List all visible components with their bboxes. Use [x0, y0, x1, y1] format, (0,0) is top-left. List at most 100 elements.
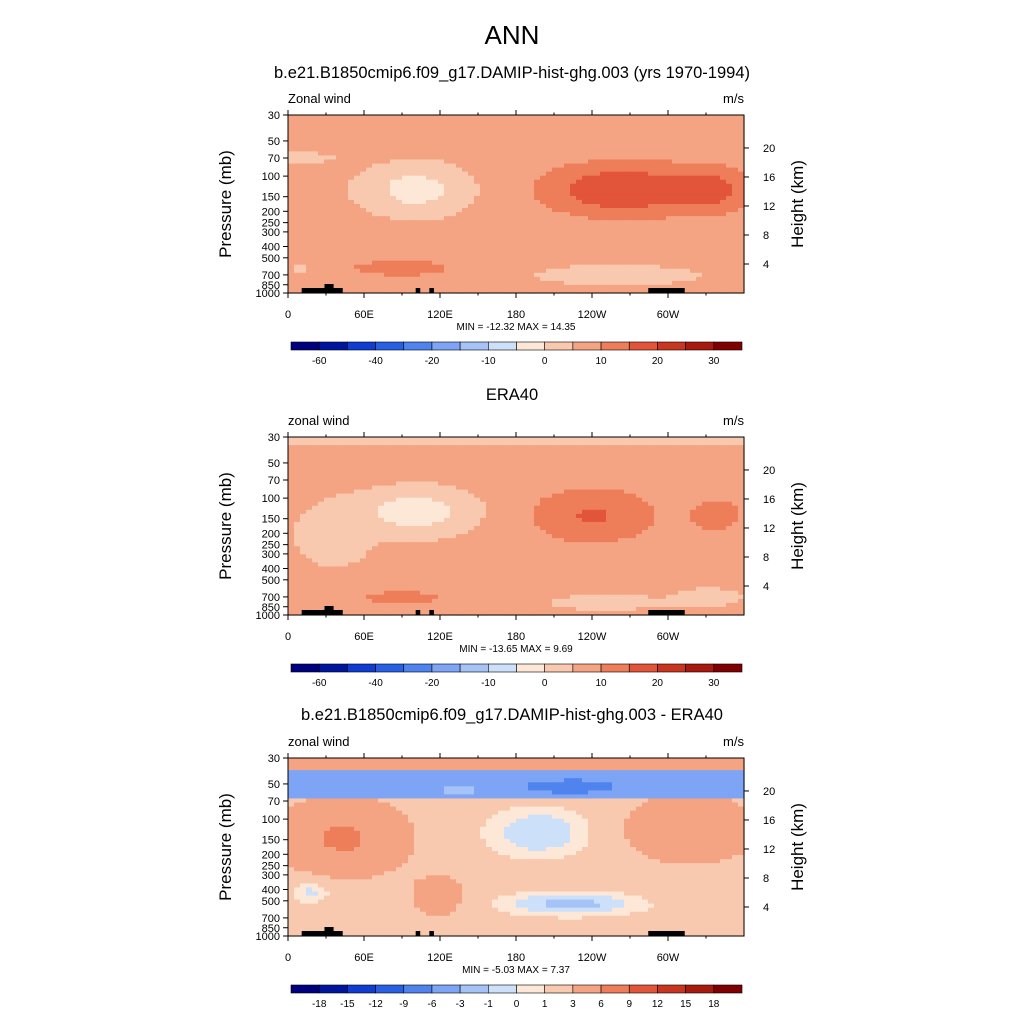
field-cell	[690, 240, 697, 246]
field-cell	[612, 288, 619, 294]
field-cell	[384, 449, 391, 454]
field-cell	[414, 509, 421, 515]
field-cell	[294, 485, 301, 491]
field-cell	[588, 204, 595, 209]
field-cell	[498, 481, 505, 487]
field-cell	[660, 457, 667, 462]
field-cell	[354, 489, 361, 495]
field-cell	[672, 485, 679, 491]
field-cell	[696, 477, 703, 483]
field-cell	[426, 131, 433, 136]
field-cell	[522, 240, 529, 246]
field-cell	[660, 143, 667, 148]
field-cell	[402, 212, 409, 217]
field-cell	[696, 453, 703, 458]
field-cell	[360, 159, 367, 165]
field-cell	[534, 232, 541, 237]
field-cell	[660, 159, 667, 165]
field-cell	[330, 204, 337, 209]
field-cell	[402, 509, 409, 515]
field-cell	[684, 481, 691, 487]
field-cell	[288, 260, 295, 266]
field-cell	[522, 232, 529, 237]
field-cell	[348, 260, 355, 266]
field-cell	[312, 179, 319, 185]
field-cell	[606, 151, 613, 157]
field-cell	[456, 127, 463, 132]
field-cell	[504, 159, 511, 165]
field-cell	[474, 280, 481, 286]
field-cell	[312, 457, 319, 462]
field-cell	[534, 159, 541, 165]
field-cell	[606, 131, 613, 136]
field-cell	[474, 183, 481, 189]
field-cell	[636, 195, 643, 201]
field-cell	[444, 252, 451, 258]
field-cell	[618, 139, 625, 144]
field-cell	[528, 224, 535, 229]
field-cell	[702, 485, 709, 491]
field-cell	[576, 224, 583, 229]
field-cell	[288, 497, 295, 503]
field-cell	[330, 199, 337, 205]
field-cell	[336, 191, 343, 197]
field-cell	[678, 119, 685, 124]
field-cell	[570, 179, 577, 185]
field-cell	[684, 115, 691, 120]
field-cell	[726, 280, 733, 286]
field-cell	[324, 469, 331, 475]
field-cell	[528, 449, 535, 454]
field-cell	[516, 473, 523, 479]
min-max-label: MIN = -12.32 MAX = 14.35	[457, 322, 576, 333]
field-cell	[696, 135, 703, 140]
field-cell	[642, 449, 649, 454]
field-cell	[738, 155, 745, 161]
field-cell	[354, 204, 361, 209]
field-cell	[378, 497, 385, 503]
field-cell	[336, 445, 343, 450]
field-cell	[318, 127, 325, 132]
field-cell	[660, 461, 667, 466]
field-cell	[588, 139, 595, 144]
field-cell	[582, 163, 589, 169]
field-cell	[438, 199, 445, 205]
field-cell	[498, 119, 505, 124]
field-cell	[348, 171, 355, 177]
field-cell	[678, 195, 685, 201]
field-cell	[336, 199, 343, 205]
field-cell	[690, 159, 697, 165]
field-cell	[294, 115, 301, 120]
field-cell	[636, 509, 643, 515]
field-cell	[678, 481, 685, 487]
field-cell	[546, 171, 553, 177]
field-cell	[582, 288, 589, 294]
field-cell	[570, 493, 577, 499]
field-cell	[534, 147, 541, 153]
field-cell	[564, 179, 571, 185]
field-cell	[684, 147, 691, 153]
field-cell	[408, 115, 415, 120]
field-cell	[570, 171, 577, 177]
field-cell	[696, 179, 703, 185]
field-cell	[594, 485, 601, 491]
field-cell	[618, 179, 625, 185]
field-cell	[726, 236, 733, 242]
field-cell	[582, 469, 589, 475]
field-cell	[330, 457, 337, 462]
field-cell	[702, 199, 709, 205]
field-cell	[354, 123, 361, 128]
field-cell	[702, 256, 709, 262]
height-tick-label: 12	[763, 201, 775, 213]
field-cell	[438, 284, 445, 290]
field-cell	[288, 123, 295, 128]
field-cell	[360, 509, 367, 515]
field-cell	[720, 457, 727, 462]
field-cell	[534, 437, 541, 442]
field-cell	[606, 119, 613, 124]
field-cell	[498, 244, 505, 250]
field-cell	[702, 497, 709, 503]
field-cell	[702, 175, 709, 181]
field-cell	[606, 441, 613, 446]
field-cell	[726, 163, 733, 169]
field-cell	[606, 489, 613, 495]
